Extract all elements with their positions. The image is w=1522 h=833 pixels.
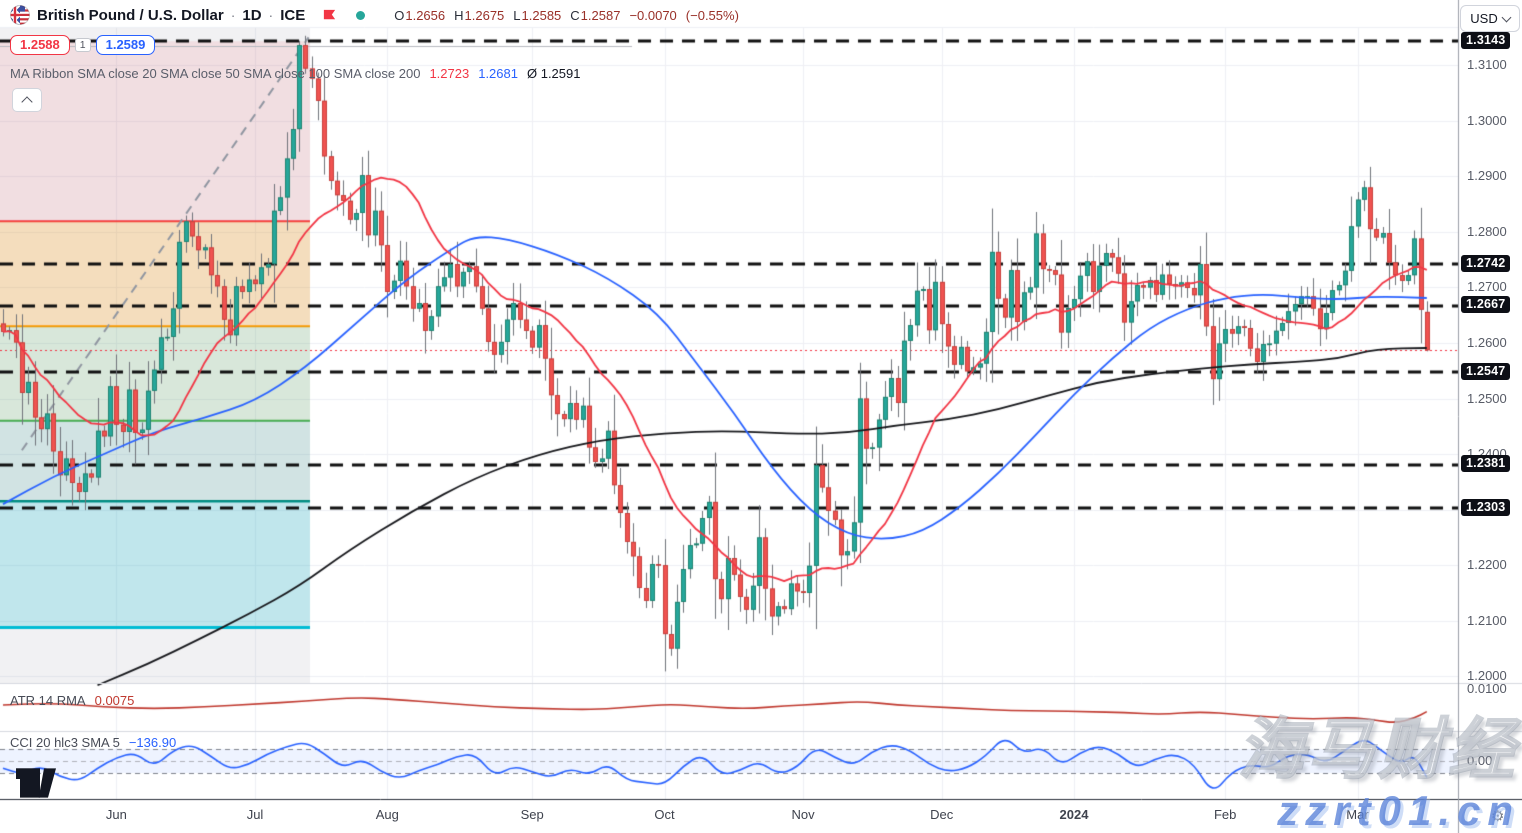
open-label: O	[394, 7, 405, 23]
time-axis-month[interactable]: Sep	[520, 807, 544, 822]
ma-ribbon-legend[interactable]: MA Ribbon SMA close 20 SMA close 50 SMA …	[10, 66, 580, 81]
spread-value: 1	[74, 38, 91, 52]
price-axis-tick[interactable]: 1.2900	[1467, 168, 1507, 184]
price-axis-tick[interactable]: 1.2100	[1467, 612, 1507, 628]
time-axis-month[interactable]: 2024	[1059, 807, 1089, 822]
market-status-dot[interactable]	[356, 10, 366, 20]
flagged-bookmark-icon[interactable]	[322, 8, 337, 23]
axis-settings-gear-icon[interactable]: ⚙	[1491, 808, 1505, 825]
price-axis-tick[interactable]: 1.2500	[1467, 390, 1507, 406]
sma200-average-value: Ø 1.2591	[526, 66, 581, 81]
price-axis-tick[interactable]: 1.2700	[1467, 279, 1507, 295]
high-value: 1.2675	[464, 7, 505, 23]
atr-indicator-legend[interactable]: ATR 14 RMA 0.0075	[10, 693, 134, 708]
open-value: 1.2656	[405, 7, 446, 23]
symbol-header[interactable]: British Pound / U.S. Dollar · 1D · ICE O…	[10, 5, 739, 25]
separator: ·	[230, 7, 236, 23]
low-value: 1.2585	[521, 7, 562, 23]
price-level-label: 1.2381	[1461, 455, 1511, 473]
price-level-label: 1.3143	[1461, 31, 1511, 49]
separator: ·	[268, 7, 274, 23]
sell-price-button[interactable]: 1.2588	[10, 35, 70, 55]
currency-selector[interactable]: USD	[1460, 5, 1520, 32]
sma20-value: 1.2723	[429, 66, 470, 81]
cci-indicator-legend[interactable]: CCI 20 hlc3 SMA 5 −136.90	[10, 735, 176, 750]
ohlc-readout: O 1.2656 H 1.2675 L 1.2585 C 1.2587 −0.0070 …	[394, 8, 739, 23]
change-percent: (−0.55%)	[685, 7, 739, 23]
price-axis-tick[interactable]: 1.2600	[1467, 335, 1507, 350]
time-axis-month[interactable]: Jul	[246, 807, 264, 822]
site-watermark-url: zzrt01.cn	[1277, 787, 1520, 833]
low-label: L	[513, 7, 521, 23]
price-axis-tick[interactable]: 1.2800	[1467, 223, 1507, 239]
trade-widget: 1.2588 1 1.2589	[10, 35, 156, 55]
site-watermark-cjk: 海马财经	[1237, 712, 1518, 786]
cci-axis-tick[interactable]: 0.00	[1467, 753, 1493, 768]
time-axis-month[interactable]: Aug	[375, 807, 399, 822]
price-level-label: 1.2667	[1461, 296, 1511, 314]
price-level-label: 1.2742	[1461, 254, 1511, 272]
interval-label[interactable]: 1D	[242, 6, 262, 24]
close-value: 1.2587	[580, 7, 621, 23]
change-value: −0.0070	[629, 7, 677, 23]
time-axis-month[interactable]: Dec	[930, 807, 954, 822]
price-level-label: 1.2547	[1461, 362, 1511, 380]
tradingview-logo[interactable]	[16, 768, 56, 803]
close-label: C	[570, 7, 580, 23]
chevron-up-icon	[21, 95, 33, 108]
time-axis-month[interactable]: Nov	[791, 807, 815, 822]
time-axis-month[interactable]: Jun	[105, 807, 127, 822]
exchange-label[interactable]: ICE	[280, 6, 306, 24]
atr-axis-tick[interactable]: 0.0100	[1467, 681, 1507, 696]
high-label: H	[454, 7, 464, 23]
price-axis-tick[interactable]: 1.3000	[1467, 112, 1507, 128]
atr-label[interactable]: ATR 14 RMA	[10, 693, 86, 708]
atr-value: 0.0075	[94, 693, 135, 708]
sma100-value: 1.2681	[478, 66, 518, 81]
currency-label: USD	[1470, 11, 1498, 26]
price-axis-tick[interactable]: 1.2200	[1467, 557, 1507, 573]
ma-ribbon-title[interactable]: MA Ribbon SMA close 20 SMA close 50 SMA …	[10, 66, 421, 81]
price-level-label: 1.2303	[1461, 498, 1511, 516]
price-axis-tick[interactable]: 1.2000	[1467, 668, 1507, 684]
price-axis-tick[interactable]: 1.3100	[1467, 57, 1507, 73]
symbol-flag-icon	[10, 5, 30, 25]
collapse-legend-button[interactable]	[12, 88, 42, 112]
cci-label[interactable]: CCI 20 hlc3 SMA 5	[10, 735, 120, 750]
time-axis-month[interactable]: Feb	[1213, 807, 1237, 822]
chevron-down-icon	[1501, 12, 1512, 23]
buy-price-button[interactable]: 1.2589	[95, 35, 156, 55]
time-axis-month[interactable]: Oct	[654, 807, 675, 822]
cci-value: −136.90	[128, 735, 177, 750]
symbol-title[interactable]: British Pound / U.S. Dollar	[37, 6, 224, 24]
time-axis-month[interactable]: Mar	[1346, 807, 1369, 822]
